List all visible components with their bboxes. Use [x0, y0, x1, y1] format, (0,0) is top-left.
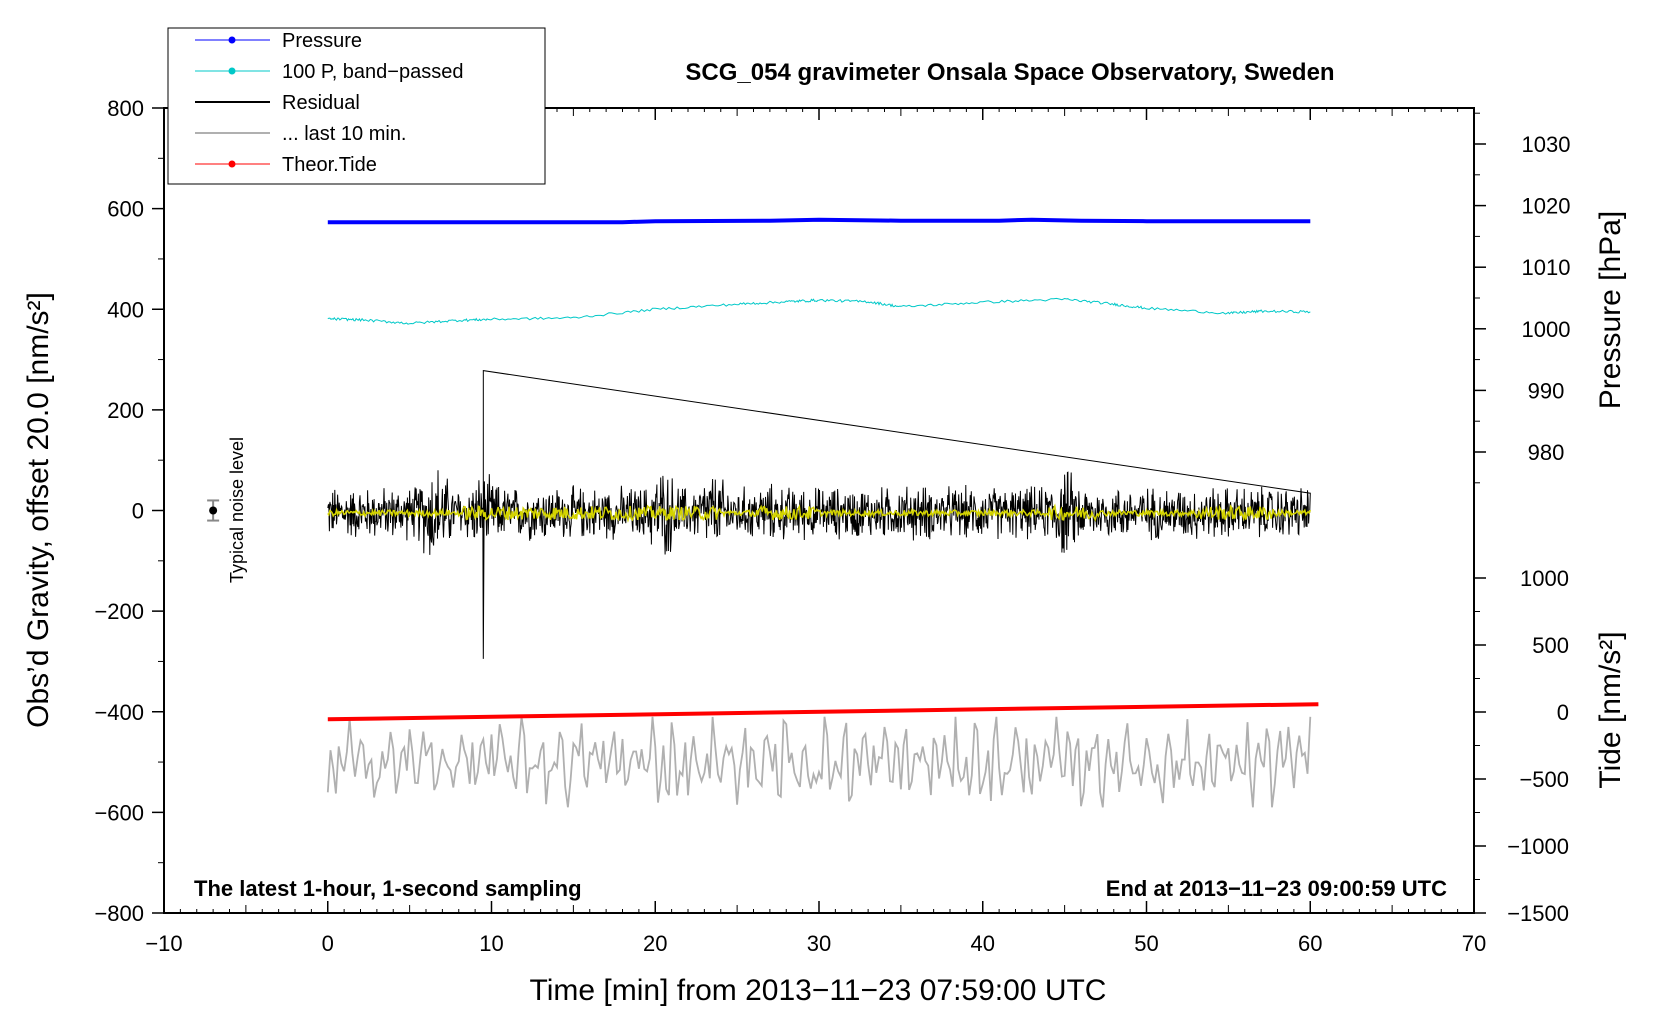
- x-tick-label: 10: [479, 931, 503, 956]
- y-left-tick-label: 600: [107, 197, 144, 222]
- tide-tick-label: −1000: [1507, 834, 1569, 859]
- noise-point: [209, 506, 218, 515]
- legend-items: Pressure 100 P, band−passed Residual ... la…: [195, 30, 463, 176]
- pressure-tick-labels: 1030 1020 1010 1000 990 980: [1522, 132, 1571, 465]
- pressure-tick-label: 1010: [1522, 255, 1571, 280]
- legend-item: Residual: [195, 92, 360, 114]
- noise-level-marker: [207, 499, 220, 522]
- y-left-tick-label: 800: [107, 96, 144, 121]
- y-left-tick-label: 400: [107, 297, 144, 322]
- pressure-tick-label: 1030: [1522, 132, 1571, 157]
- legend-item: Pressure: [195, 30, 362, 52]
- sampling-note: The latest 1-hour, 1-second sampling: [194, 876, 582, 901]
- tide-tick-label: 1000: [1520, 566, 1569, 591]
- x-tick-label: 40: [971, 931, 995, 956]
- x-tick-label: 50: [1134, 931, 1158, 956]
- end-time-note: End at 2013−11−23 09:00:59 UTC: [1106, 876, 1447, 901]
- legend-box: [167, 27, 546, 185]
- y-left-axis-title: Obs’d Gravity, offset 20.0 [nm/s²]: [22, 292, 55, 728]
- legend-label: Pressure: [282, 30, 362, 52]
- y-left-tick-label: −200: [94, 599, 144, 624]
- y-left-tick-label: 0: [132, 499, 144, 524]
- tide-tick-label: −500: [1519, 767, 1569, 792]
- pressure-tick-label: 990: [1528, 378, 1565, 403]
- legend-label: 100 P, band−passed: [282, 61, 463, 83]
- x-tick-labels: −10 0 10 20 30 40 50 60 70: [145, 931, 1486, 956]
- tide-tick-label: 0: [1557, 700, 1569, 725]
- y-left-tick-label: −800: [94, 901, 144, 926]
- chart-title: SCG_054 gravimeter Onsala Space Observat…: [685, 59, 1334, 86]
- series-last10min-line: [326, 716, 1312, 808]
- x-tick-label: 30: [807, 931, 831, 956]
- tide-tick-label: −1500: [1507, 901, 1569, 926]
- series-yellow-line: [327, 503, 1312, 523]
- y-left-tick-label: −600: [94, 800, 144, 825]
- y-left-tick-label: 200: [107, 398, 144, 423]
- tide-tick-label: 500: [1532, 633, 1569, 658]
- tide-tick-labels: 1000 500 0 −500 −1000 −1500: [1507, 566, 1569, 926]
- pressure-axis-title: Pressure [hPa]: [1594, 211, 1627, 409]
- legend-swatch-marker: [228, 67, 236, 75]
- y-left-tick-label: −400: [94, 700, 144, 725]
- x-axis-title: Time [min] from 2013−11−23 07:59:00 UTC: [530, 974, 1107, 1007]
- legend-item: ... last 10 min.: [195, 123, 407, 145]
- series-layer: [326, 217, 1319, 808]
- series-bandpassed-line: [327, 297, 1311, 325]
- legend-swatch-marker: [228, 36, 236, 44]
- series-residual-line: [327, 370, 1311, 659]
- noise-level-label: Typical noise level: [227, 437, 247, 583]
- x-tick-label: 70: [1462, 931, 1486, 956]
- x-tick-label: 0: [322, 931, 334, 956]
- y-left-tick-labels: 800 600 400 200 0 −200 −400 −600 −800: [94, 96, 144, 926]
- tide-axis-title: Tide [nm/s²]: [1594, 631, 1627, 788]
- x-tick-label: −10: [145, 931, 182, 956]
- legend-swatch-marker: [228, 160, 236, 168]
- legend-label: ... last 10 min.: [282, 123, 407, 145]
- pressure-tick-label: 980: [1528, 440, 1565, 465]
- series-pressure-line: [327, 217, 1311, 225]
- legend-label: Theor.Tide: [282, 154, 377, 176]
- legend: Pressure 100 P, band−passed Residual ... la…: [167, 27, 546, 185]
- x-tick-label: 20: [643, 931, 667, 956]
- x-tick-label: 60: [1298, 931, 1322, 956]
- pressure-tick-label: 1020: [1522, 194, 1571, 219]
- pressure-tick-label: 1000: [1522, 317, 1571, 342]
- ticks-layer: [152, 107, 1486, 914]
- legend-item: Theor.Tide: [195, 154, 377, 176]
- legend-label: Residual: [282, 92, 360, 114]
- series-tide-line: [327, 702, 1319, 722]
- legend-item: 100 P, band−passed: [195, 61, 463, 83]
